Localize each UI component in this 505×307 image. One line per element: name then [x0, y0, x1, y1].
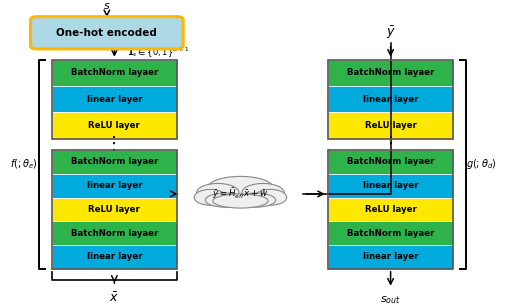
- Text: $f(;\theta_e)$: $f(;\theta_e)$: [10, 157, 38, 171]
- Ellipse shape: [197, 184, 239, 202]
- Text: BatchNorm layaer: BatchNorm layaer: [347, 157, 434, 166]
- Bar: [52, 112, 177, 139]
- Text: $\bar{x}$: $\bar{x}$: [110, 291, 119, 305]
- Text: $s_{out}$: $s_{out}$: [380, 294, 401, 306]
- Bar: [52, 174, 177, 198]
- Text: linear layer: linear layer: [363, 252, 418, 262]
- FancyBboxPatch shape: [30, 17, 183, 49]
- Bar: [52, 150, 177, 174]
- Bar: [328, 174, 453, 198]
- Bar: [328, 112, 453, 139]
- Bar: [328, 150, 453, 269]
- Text: linear layer: linear layer: [87, 181, 142, 190]
- Text: linear layer: linear layer: [87, 252, 142, 262]
- Text: ReLU layer: ReLU layer: [88, 205, 140, 214]
- Bar: [328, 60, 453, 86]
- Ellipse shape: [208, 177, 273, 199]
- Text: ReLU layer: ReLU layer: [365, 121, 417, 130]
- Text: ReLU layer: ReLU layer: [88, 121, 140, 130]
- Ellipse shape: [206, 193, 245, 207]
- Ellipse shape: [213, 194, 268, 208]
- Text: ⋮: ⋮: [106, 135, 123, 154]
- Text: $\mathbf{1}_s \in \{0,1\}^{D\times1}$: $\mathbf{1}_s \in \{0,1\}^{D\times1}$: [127, 45, 189, 60]
- Text: BatchNorm layaer: BatchNorm layaer: [347, 68, 434, 77]
- Ellipse shape: [235, 193, 276, 207]
- Text: $s$: $s$: [103, 1, 111, 11]
- Bar: [328, 86, 453, 112]
- Bar: [328, 150, 453, 174]
- Bar: [52, 60, 177, 86]
- Ellipse shape: [242, 184, 284, 202]
- Bar: [328, 245, 453, 269]
- Text: BatchNorm layaer: BatchNorm layaer: [71, 68, 158, 77]
- Text: BatchNorm layaer: BatchNorm layaer: [347, 229, 434, 238]
- Text: linear layer: linear layer: [363, 95, 418, 104]
- Text: ReLU layer: ReLU layer: [365, 205, 417, 214]
- Bar: [328, 60, 453, 139]
- Text: linear layer: linear layer: [87, 95, 142, 104]
- Bar: [52, 198, 177, 221]
- Ellipse shape: [194, 189, 226, 205]
- Ellipse shape: [255, 189, 287, 205]
- Text: One-hot encoded: One-hot encoded: [57, 28, 157, 38]
- Bar: [52, 150, 177, 269]
- Text: BatchNorm layaer: BatchNorm layaer: [71, 157, 158, 166]
- Bar: [52, 86, 177, 112]
- Text: BatchNorm layaer: BatchNorm layaer: [71, 229, 158, 238]
- Text: ⋮: ⋮: [382, 135, 399, 154]
- Bar: [328, 221, 453, 245]
- Bar: [52, 60, 177, 139]
- Text: $\bar{y}=\bar{H}_{eff}\bar{x}+\bar{w}$: $\bar{y}=\bar{H}_{eff}\bar{x}+\bar{w}$: [212, 186, 269, 201]
- Text: linear layer: linear layer: [363, 181, 418, 190]
- Bar: [328, 198, 453, 221]
- Bar: [52, 245, 177, 269]
- Text: $g(;\theta_d)$: $g(;\theta_d)$: [466, 157, 496, 171]
- Bar: [52, 221, 177, 245]
- Text: $\bar{y}$: $\bar{y}$: [386, 25, 395, 41]
